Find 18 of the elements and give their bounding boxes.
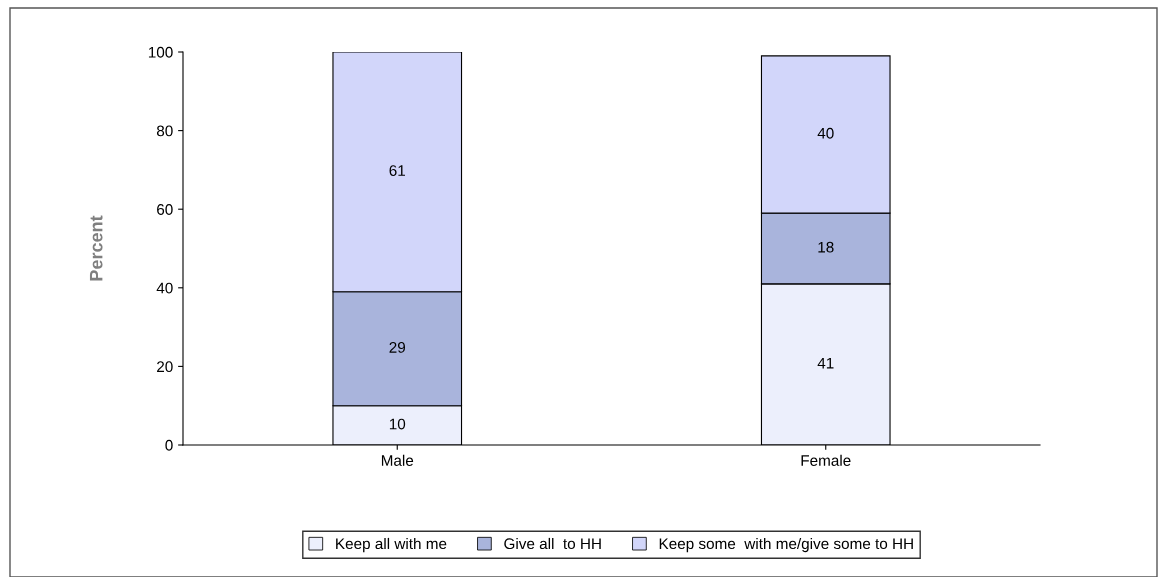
data-label: 61 [389, 165, 405, 176]
legend-label: Keep some with me/give some to HH [659, 537, 913, 553]
x-tick-label: Male [381, 454, 414, 466]
legend-label: Give all to HH [504, 537, 601, 550]
y-tick-label: 0 [165, 439, 173, 451]
data-label: 29 [389, 342, 406, 353]
y-tick-label: 60 [157, 204, 173, 215]
y-tick-label: 100 [148, 46, 173, 58]
y-tick-label: 20 [157, 361, 173, 373]
data-label: 18 [818, 241, 834, 253]
legend-label: Keep all with me [336, 537, 447, 553]
x-tick-label: Female [801, 454, 851, 466]
data-label: 40 [817, 127, 834, 139]
y-tick-label: 80 [156, 125, 173, 137]
data-label: 41 [817, 357, 834, 369]
data-label: 10 [389, 418, 406, 430]
y-tick-label: 40 [156, 282, 173, 294]
y-axis-title: Percent [89, 215, 103, 281]
